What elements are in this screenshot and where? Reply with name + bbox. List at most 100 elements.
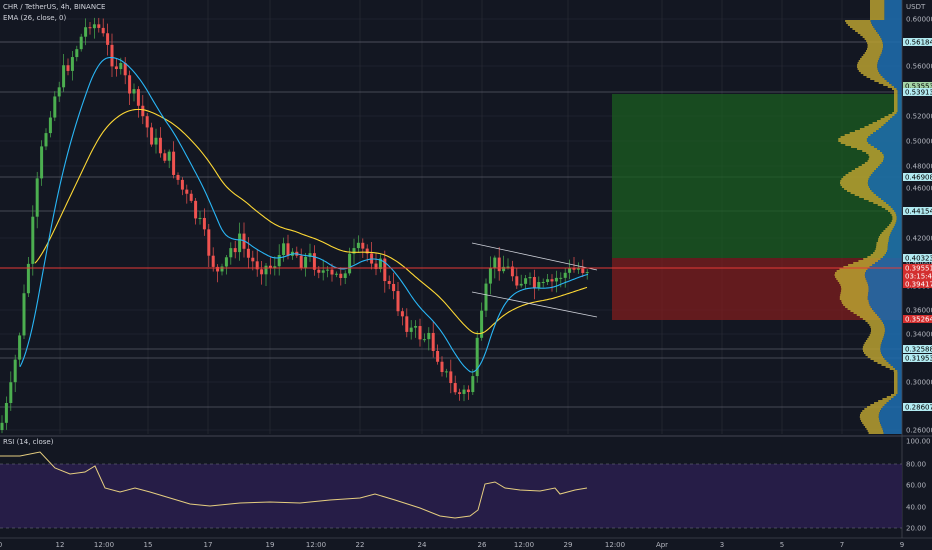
candle-body <box>128 75 132 94</box>
volume-profile-value-bar <box>874 170 902 172</box>
time-axis-ticks[interactable]: 0 12 12:00 15 17 19 12:00 22 24 26 12:00 29 12:00 Apr… <box>0 541 904 549</box>
volume-profile-value-bar <box>889 82 902 84</box>
volume-profile-value-bar <box>888 362 902 364</box>
volume-profile-value-bar <box>866 140 902 142</box>
candle-body <box>431 332 435 351</box>
volume-profile-outer-bar <box>857 66 878 68</box>
volume-profile-value-bar <box>892 116 902 118</box>
volume-profile-outer-bar <box>847 190 872 192</box>
ema-fast-line[interactable] <box>19 56 589 373</box>
price-level-text: 0.53553 <box>905 83 932 91</box>
volume-profile-outer-bar <box>859 316 879 318</box>
volume-profile-outer-bar <box>864 162 882 164</box>
volume-profile-outer-bar <box>861 56 880 58</box>
candle-body <box>26 263 30 294</box>
rsi-line[interactable] <box>0 451 588 519</box>
volume-profile-value-bar <box>880 150 902 152</box>
volume-profile-value-bar <box>880 424 902 426</box>
volume-profile-outer-bar <box>890 212 896 214</box>
rsi-tick-label: 60.00 <box>906 482 926 490</box>
volume-profile-outer-bar <box>861 164 880 166</box>
volume-profile-value-bar <box>894 224 902 226</box>
rsi-tick-label: 20.00 <box>906 525 926 533</box>
candle-body <box>97 24 101 28</box>
ema-legend[interactable]: EMA (26, close, 0) <box>3 14 66 22</box>
volume-profile-outer-bar <box>894 378 898 380</box>
candle-body <box>502 266 506 272</box>
volume-profile-outer-bar <box>877 240 889 242</box>
candle-body <box>101 27 105 34</box>
candle-body <box>251 257 255 262</box>
volume-profile-outer-bar <box>888 210 895 212</box>
candle-body <box>400 311 404 317</box>
volume-profile-outer-bar <box>862 410 881 412</box>
volume-profile-value-bar <box>875 194 902 196</box>
volume-profile-outer-bar <box>864 126 882 128</box>
candle-body <box>374 263 378 270</box>
candle-body <box>110 44 114 67</box>
volume-profile-value-bar <box>884 328 902 330</box>
volume-profile-value-bar <box>888 400 902 402</box>
candle-body <box>158 137 162 154</box>
volume-profile-outer-bar <box>894 372 898 374</box>
candle-body <box>198 217 202 219</box>
rsi-axis-ticks[interactable]: 100.00 80.00 60.00 40.00 20.00 <box>906 438 931 533</box>
candle-body <box>224 257 228 267</box>
volume-profile-value-bar <box>873 310 902 312</box>
volume-profile-outer-bar <box>854 194 876 196</box>
volume-profile-value-bar <box>881 52 902 54</box>
volume-profile-value-bar <box>878 414 902 416</box>
volume-profile-outer-bar <box>894 92 898 94</box>
volume-profile-value-bar <box>880 422 902 424</box>
volume-profile-value-bar <box>897 384 902 386</box>
symbol-title[interactable]: CHR / TetherUS, 4h, BINANCE <box>3 3 105 11</box>
volume-profile-outer-bar <box>839 268 868 270</box>
volume-profile-value-bar <box>894 210 902 212</box>
volume-profile-value-bar <box>896 216 902 218</box>
candle-body <box>356 242 360 249</box>
volume-profile-outer-bar <box>863 424 881 426</box>
volume-profile-value-bar <box>878 166 902 168</box>
volume-profile-value-bar <box>880 318 902 320</box>
candle-body <box>202 217 206 230</box>
volume-profile-outer-bar <box>860 72 880 74</box>
candle-body <box>414 326 418 328</box>
candle-body <box>57 87 61 97</box>
volume-profile-outer-bar <box>866 76 883 78</box>
candle-body <box>220 266 224 272</box>
candle-body <box>260 269 264 275</box>
volume-profile-value-bar <box>881 352 902 354</box>
candle-body <box>568 267 572 273</box>
volume-profile[interactable] <box>834 0 902 434</box>
volume-profile-outer-bar <box>894 90 898 92</box>
volume-profile-outer-bar <box>870 18 885 20</box>
price-level-text: 0.35264 <box>905 316 932 324</box>
ema-slow-line[interactable] <box>34 108 588 335</box>
volume-profile-value-bar <box>896 220 902 222</box>
candle-body <box>167 151 171 161</box>
rsi-tick-label: 100.00 <box>906 438 931 446</box>
volume-profile-outer-bar <box>894 380 898 382</box>
parallel-channel[interactable] <box>471 242 598 318</box>
volume-profile-value-bar <box>889 234 902 236</box>
rsi-legend[interactable]: RSI (14, close) <box>3 438 54 446</box>
price-level-text: 0.39417 <box>905 281 932 289</box>
volume-profile-outer-bar <box>878 236 890 238</box>
candle-body <box>176 174 180 180</box>
volume-profile-value-bar <box>884 12 902 14</box>
price-level-badge <box>903 272 932 280</box>
candle-body <box>458 392 462 394</box>
volume-profile-outer-bar <box>894 382 898 384</box>
volume-profile-outer-bar <box>839 298 868 300</box>
candle-body <box>189 193 193 201</box>
volume-profile-value-bar <box>865 272 902 274</box>
volume-profile-outer-bar <box>845 144 871 146</box>
volume-profile-outer-bar <box>866 152 883 154</box>
volume-profile-value-bar <box>881 320 902 322</box>
volume-profile-outer-bar <box>885 366 893 368</box>
